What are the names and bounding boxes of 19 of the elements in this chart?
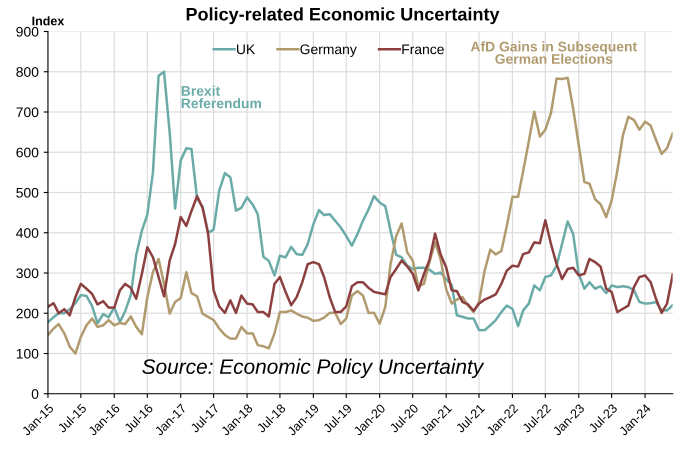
chart-title: Policy-related Economic Uncertainty <box>186 7 500 24</box>
legend-label: France <box>402 44 444 54</box>
y-tick-label: 200 <box>16 308 38 318</box>
y-tick-label: 0 <box>32 389 38 399</box>
y-tick-label: 100 <box>16 348 38 359</box>
annotation: Brexit Referendum <box>182 86 261 108</box>
line-series <box>48 194 673 318</box>
legend-label: Germany <box>300 44 357 57</box>
y-tick-label: 600 <box>16 148 38 158</box>
y-tick-label: 500 <box>16 188 38 198</box>
y-tick-label: 700 <box>16 107 38 118</box>
y-tick-label: 300 <box>16 268 38 278</box>
annotation: AfD Gains in Subsequent German Elections <box>470 41 637 64</box>
y-tick-label: 900 <box>16 26 38 37</box>
annotation: Source: Economic Policy Uncertainty <box>142 358 484 378</box>
legend-label: UK <box>237 44 256 54</box>
y-axis-title: Index <box>32 16 64 26</box>
y-tick-label: 800 <box>16 67 38 77</box>
y-tick-label: 400 <box>16 228 38 238</box>
